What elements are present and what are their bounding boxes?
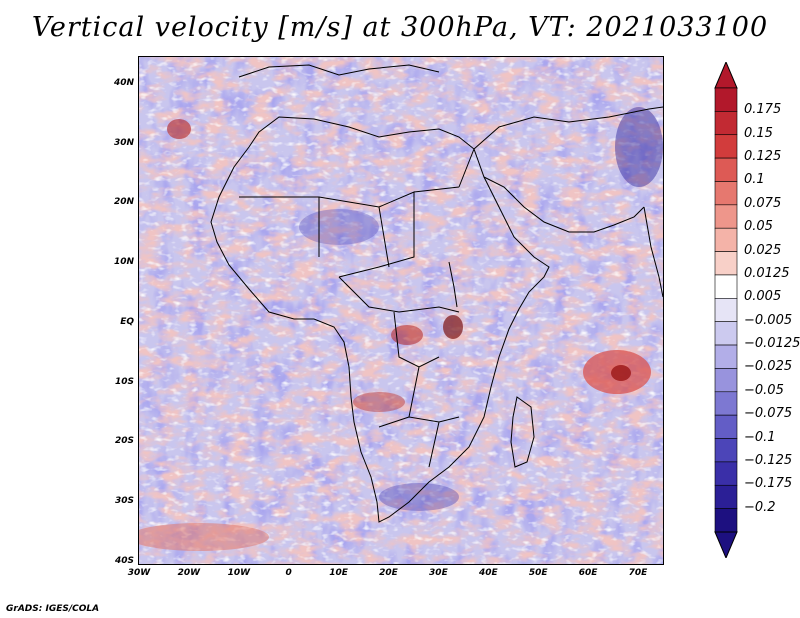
colorbar-tick-label: −0.125 (744, 452, 793, 468)
colorbar-swatch (714, 368, 738, 393)
lon-tick-label: 10E (329, 568, 348, 578)
country-borders (239, 148, 475, 468)
colorbar-swatch (714, 321, 738, 346)
coastlines (210, 64, 663, 523)
madagascar (510, 396, 535, 468)
colorbar-tick-label: −0.025 (744, 359, 793, 375)
colorbar-swatch (714, 414, 738, 439)
lat-tick-label: 10N (113, 257, 134, 268)
colorbar-tick-label: 0.15 (744, 125, 773, 141)
colorbar-swatch (714, 111, 738, 136)
arabia-coast (483, 176, 645, 233)
colorbar-tick-label: 0.05 (744, 219, 773, 235)
colorbar-tick-label: 0.1 (744, 172, 765, 188)
colorbar-swatch (714, 344, 738, 369)
colorbar-swatch (714, 87, 738, 112)
colorbar-tick-label: 0.075 (744, 195, 782, 211)
vertical-velocity-field (139, 57, 663, 564)
lon-tick-label: 10W (227, 568, 251, 578)
colorbar-min-arrow (714, 531, 738, 558)
lat-tick-label: 30S (114, 495, 134, 506)
lat-tick-label: 40N (113, 78, 134, 88)
colorbar-swatch (714, 461, 738, 486)
colorbar-tick-label: 0.125 (744, 149, 782, 165)
colorbar-swatch (714, 391, 738, 416)
colorbar-swatch (714, 298, 738, 322)
lat-tick-label: 40S (114, 555, 134, 566)
lat-tick-label: 20S (114, 436, 134, 447)
lat-tick-label: 20N (113, 197, 134, 208)
lon-tick-label: 40E (478, 568, 498, 578)
colorbar-tick-label: −0.175 (744, 476, 793, 492)
credit-label: GrADS: IGES/COLA (6, 604, 100, 614)
colorbar-tick-label: −0.0125 (744, 336, 800, 352)
map-panel (138, 56, 664, 565)
colorbar-swatch (714, 438, 738, 463)
lat-tick-label: 10S (114, 376, 134, 387)
colorbar-swatch (714, 227, 738, 252)
lon-tick-label: 30E (429, 568, 448, 578)
colorbar-tick-label: −0.2 (744, 499, 776, 515)
colorbar-tick-label: −0.05 (744, 382, 784, 398)
lon-tick-label: 60E (578, 568, 598, 578)
colorbar-tick-label: −0.1 (744, 429, 776, 445)
lon-tick-label: 50E (528, 568, 548, 578)
colorbar-swatch (714, 484, 738, 509)
cyclone-core (611, 365, 631, 381)
africa-outline (210, 116, 550, 523)
colorbar-swatch (714, 508, 738, 533)
lon-tick-label: 70E (628, 568, 648, 578)
lon-tick-label: 20W (177, 568, 201, 578)
colorbar-tick-label: −0.075 (744, 406, 793, 422)
lon-tick-label: 0 (285, 568, 292, 578)
asia-coast (473, 106, 663, 150)
lon-tick-label: 30W (127, 568, 151, 578)
colorbar-swatch (714, 251, 738, 276)
europe-coast (238, 64, 440, 78)
rift-lake (448, 261, 458, 308)
colorbar (714, 62, 738, 558)
colorbar-swatch (714, 134, 738, 159)
lat-tick-label: 30N (113, 137, 134, 148)
colorbar-tick-label: 0.0125 (744, 265, 790, 281)
colorbar-max-arrow (714, 62, 738, 89)
colorbar-tick-label: −0.005 (744, 312, 793, 328)
colorbar-tick-label: 0.005 (744, 289, 782, 305)
colorbar-swatch (714, 181, 738, 206)
lat-tick-label: EQ (120, 316, 134, 327)
plot-title: Vertical velocity [m/s] at 300hPa, VT: 2… (31, 12, 769, 43)
colorbar-swatch (714, 157, 738, 182)
colorbar-tick-label: 0.175 (744, 102, 782, 118)
india-coast (643, 206, 663, 298)
lon-tick-label: 20E (379, 568, 398, 578)
colorbar-tick-label: 0.025 (744, 242, 782, 258)
colorbar-swatch (714, 274, 738, 299)
colorbar-swatch (714, 204, 738, 229)
